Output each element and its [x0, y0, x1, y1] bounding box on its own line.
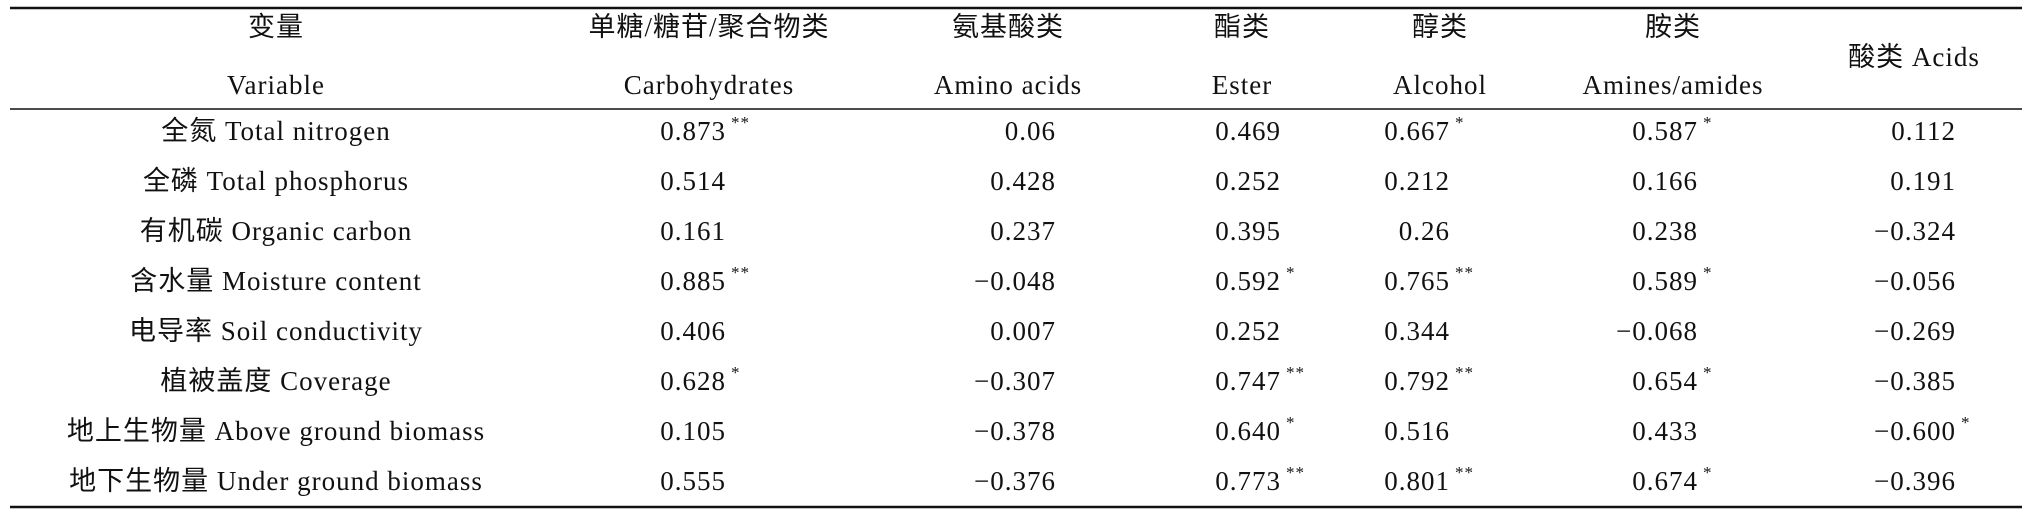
cell-value: −0.376: [974, 466, 1056, 496]
significance: *: [1703, 113, 1713, 132]
cell-value: 0.428: [990, 166, 1056, 196]
header-en: Variable: [227, 70, 325, 100]
row-label: 全磷 Total phosphorus: [143, 166, 409, 196]
cell-value: 0.166: [1632, 166, 1698, 196]
cell-value: 0.406: [660, 316, 726, 346]
row-label: 有机碳 Organic carbon: [140, 216, 412, 246]
significance: **: [1455, 263, 1474, 282]
cell-value: 0.395: [1215, 216, 1281, 246]
cell-value: 0.469: [1215, 116, 1281, 146]
header-en: Ester: [1212, 70, 1272, 100]
row-label: 电导率 Soil conductivity: [129, 316, 423, 346]
significance: *: [1286, 413, 1296, 432]
cell-value: 0.773: [1215, 466, 1281, 496]
header-en: Amines/amides: [1583, 70, 1764, 100]
cell-value: −0.056: [1874, 266, 1956, 296]
significance: *: [1703, 363, 1713, 382]
cell-value: 0.252: [1215, 166, 1281, 196]
cell-value: −0.385: [1874, 366, 1956, 396]
cell-value: 0.112: [1891, 116, 1956, 146]
cell-value: −0.600: [1874, 416, 1956, 446]
cell-value: 0.238: [1632, 216, 1698, 246]
significance: *: [1703, 263, 1713, 282]
header-zh: 酯类: [1214, 12, 1270, 42]
header-zh: 胺类: [1645, 12, 1701, 42]
significance: *: [731, 363, 741, 382]
header-en: Alcohol: [1393, 70, 1487, 100]
row-label: 地上生物量 Above ground biomass: [67, 416, 485, 446]
header-cell: 酸类 Acids: [1848, 42, 1980, 72]
cell-value: 0.191: [1890, 166, 1956, 196]
cell-value: 0.667: [1384, 116, 1450, 146]
row-label: 地下生物量 Under ground biomass: [69, 466, 483, 496]
cell-value: 0.252: [1215, 316, 1281, 346]
cell-value: 0.885: [660, 266, 726, 296]
cell-value: 0.592: [1215, 266, 1281, 296]
header-en: Amino acids: [934, 70, 1082, 100]
cell-value: 0.747: [1215, 366, 1281, 396]
significance: **: [731, 113, 750, 132]
cell-value: −0.068: [1616, 316, 1698, 346]
cell-value: −0.307: [974, 366, 1056, 396]
cell-value: 0.06: [1005, 116, 1056, 146]
header-zh: 醇类: [1412, 12, 1468, 42]
row-label: 含水量 Moisture content: [130, 266, 421, 296]
cell-value: 0.105: [660, 416, 726, 446]
row-label: 植被盖度 Coverage: [160, 366, 391, 396]
cell-value: 0.589: [1632, 266, 1698, 296]
cell-value: 0.765: [1384, 266, 1450, 296]
significance: *: [1455, 113, 1465, 132]
cell-value: 0.674: [1632, 466, 1698, 496]
header-en: Carbohydrates: [624, 70, 794, 100]
cell-value: 0.344: [1384, 316, 1450, 346]
significance: *: [1703, 463, 1713, 482]
cell-value: −0.378: [974, 416, 1056, 446]
cell-value: −0.324: [1874, 216, 1956, 246]
significance: **: [1286, 363, 1305, 382]
cell-value: 0.237: [990, 216, 1056, 246]
significance: *: [1961, 413, 1971, 432]
cell-value: 0.212: [1384, 166, 1450, 196]
cell-value: −0.269: [1874, 316, 1956, 346]
header-zh: 氨基酸类: [952, 12, 1064, 42]
cell-value: 0.640: [1215, 416, 1281, 446]
cell-value: 0.873: [660, 116, 726, 146]
cell-value: 0.161: [660, 216, 726, 246]
significance: **: [1455, 363, 1474, 382]
significance: **: [731, 263, 750, 282]
header-zh: 变量: [248, 12, 304, 42]
cell-value: 0.555: [660, 466, 726, 496]
significance: **: [1455, 463, 1474, 482]
cell-value: 0.514: [660, 166, 726, 196]
cell-value: 0.628: [660, 366, 726, 396]
cell-value: 0.587: [1632, 116, 1698, 146]
cell-value: 0.654: [1632, 366, 1698, 396]
header-zh: 单糖/糖苷/聚合物类: [588, 12, 829, 42]
cell-value: −0.396: [1874, 466, 1956, 496]
row-label: 全氮 Total nitrogen: [161, 116, 391, 146]
cell-value: −0.048: [974, 266, 1056, 296]
significance: **: [1286, 463, 1305, 482]
cell-value: 0.516: [1384, 416, 1450, 446]
cell-value: 0.26: [1399, 216, 1450, 246]
significance: *: [1286, 263, 1296, 282]
cell-value: 0.792: [1384, 366, 1450, 396]
cell-value: 0.801: [1384, 466, 1450, 496]
cell-value: 0.007: [990, 316, 1056, 346]
cell-value: 0.433: [1632, 416, 1698, 446]
